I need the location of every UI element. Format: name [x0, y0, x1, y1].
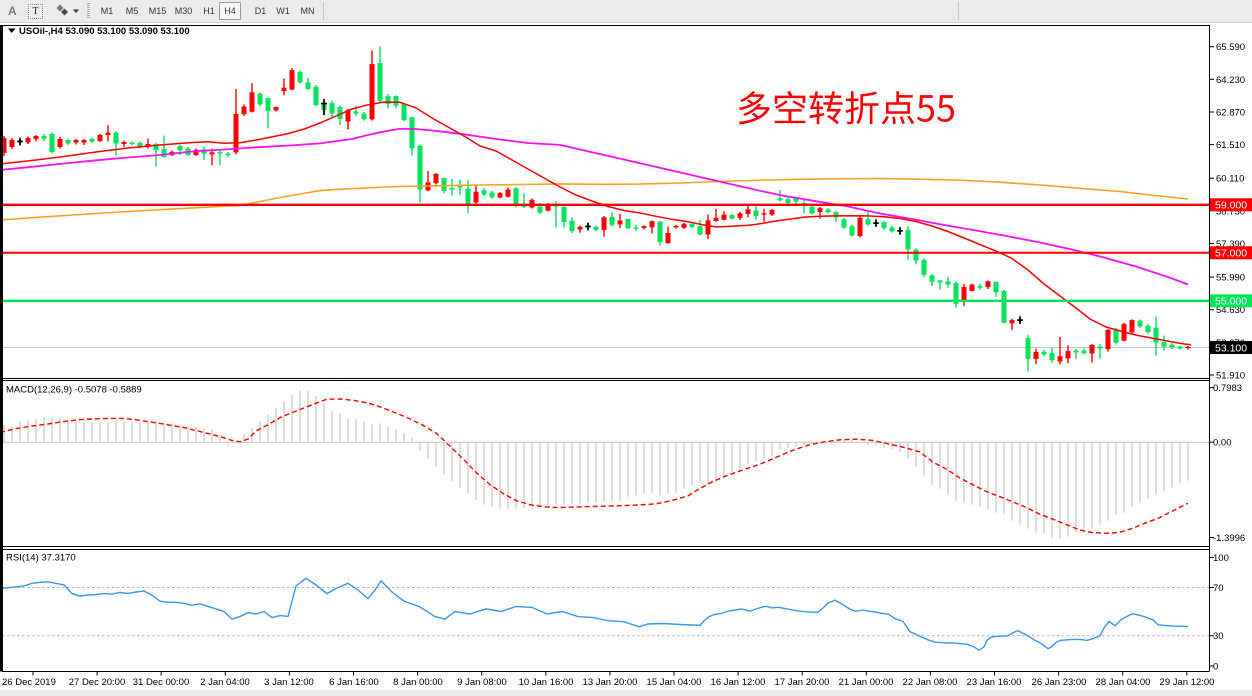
svg-text:65.590: 65.590	[1216, 42, 1245, 53]
svg-text:27 Dec 20:00: 27 Dec 20:00	[69, 677, 126, 688]
svg-text:0.7983: 0.7983	[1213, 383, 1242, 394]
svg-text:58.750: 58.750	[1216, 206, 1245, 217]
svg-text:13 Jan 20:00: 13 Jan 20:00	[583, 677, 638, 688]
svg-text:23 Jan 16:00: 23 Jan 16:00	[967, 677, 1022, 688]
svg-text:2 Jan 04:00: 2 Jan 04:00	[200, 677, 250, 688]
svg-text:9 Jan 08:00: 9 Jan 08:00	[457, 677, 507, 688]
svg-text:26 Dec 2019: 26 Dec 2019	[2, 677, 56, 688]
svg-text:22 Jan 08:00: 22 Jan 08:00	[903, 677, 958, 688]
svg-text:57.000: 57.000	[1215, 248, 1247, 260]
svg-text:10 Jan 16:00: 10 Jan 16:00	[519, 677, 574, 688]
svg-text:30: 30	[1213, 631, 1224, 642]
svg-text:100: 100	[1213, 553, 1229, 564]
svg-text:6 Jan 16:00: 6 Jan 16:00	[329, 677, 379, 688]
svg-text:62.870: 62.870	[1216, 108, 1245, 119]
svg-text:26 Jan 23:00: 26 Jan 23:00	[1032, 677, 1087, 688]
svg-text:USOil-,H4 53.090 53.100 53.09: USOil-,H4 53.090 53.100 53.090 53.100	[19, 26, 190, 37]
svg-text:53.100: 53.100	[1215, 342, 1247, 354]
svg-text:3 Jan 12:00: 3 Jan 12:00	[264, 677, 314, 688]
svg-text:64.230: 64.230	[1216, 75, 1245, 86]
svg-text:21 Jan 00:00: 21 Jan 00:00	[839, 677, 894, 688]
svg-text:RSI(14) 37.3170: RSI(14) 37.3170	[6, 553, 76, 564]
svg-text:17 Jan 20:00: 17 Jan 20:00	[775, 677, 830, 688]
svg-text:15 Jan 04:00: 15 Jan 04:00	[647, 677, 702, 688]
svg-text:0: 0	[1213, 662, 1218, 673]
svg-text:57.390: 57.390	[1216, 239, 1245, 250]
svg-text:55.990: 55.990	[1216, 273, 1245, 284]
svg-text:16 Jan 12:00: 16 Jan 12:00	[711, 677, 766, 688]
svg-text:70: 70	[1213, 583, 1224, 594]
svg-text:29 Jan 12:00: 29 Jan 12:00	[1160, 677, 1215, 688]
svg-text:59.000: 59.000	[1215, 200, 1247, 212]
svg-text:8 Jan 00:00: 8 Jan 00:00	[393, 677, 443, 688]
svg-text:28 Jan 04:00: 28 Jan 04:00	[1096, 677, 1151, 688]
svg-text:0.00: 0.00	[1213, 438, 1232, 449]
svg-text:51.910: 51.910	[1216, 371, 1245, 382]
svg-text:54.630: 54.630	[1216, 305, 1245, 316]
svg-text:60.110: 60.110	[1216, 174, 1244, 185]
svg-text:55.000: 55.000	[1215, 296, 1247, 308]
svg-text:MACD(12,26,9) -0.5078 -0.5889: MACD(12,26,9) -0.5078 -0.5889	[6, 385, 142, 396]
svg-text:31 Dec 00:00: 31 Dec 00:00	[133, 677, 190, 688]
svg-text:-1.3996: -1.3996	[1213, 533, 1245, 544]
svg-text:61.510: 61.510	[1216, 140, 1245, 151]
